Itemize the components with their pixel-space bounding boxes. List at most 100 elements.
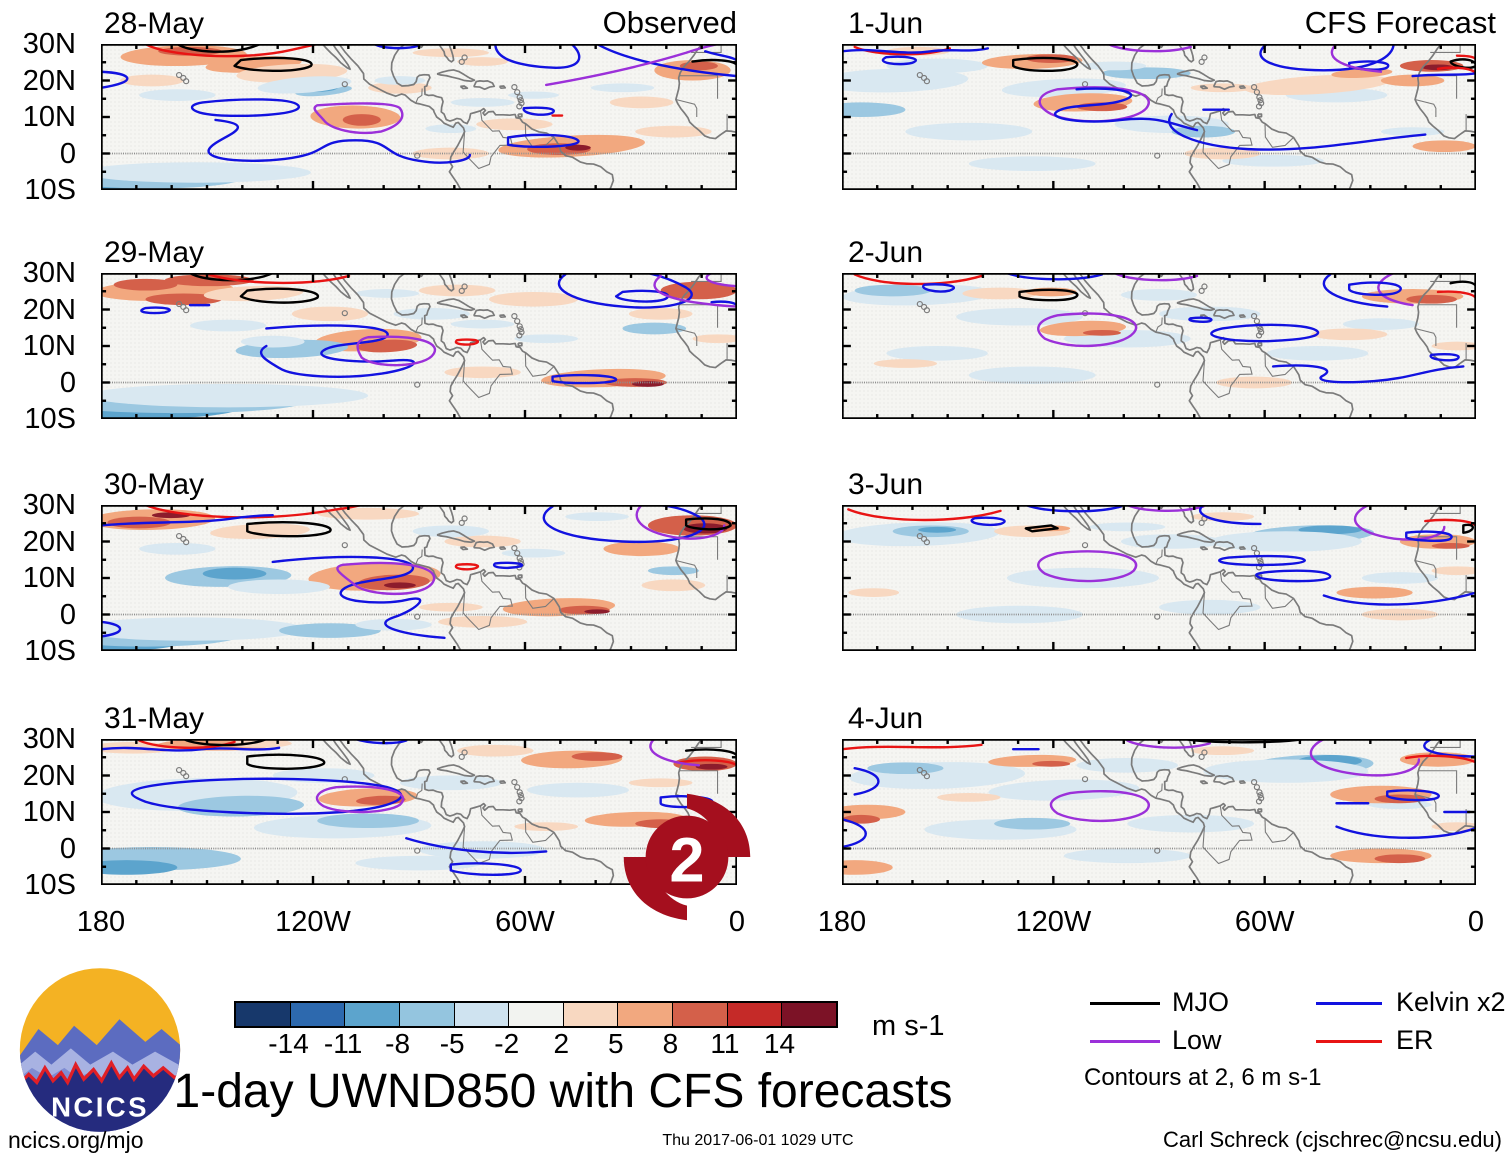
island-dot: [459, 754, 464, 759]
coastline: [323, 273, 351, 298]
kelvin-contour: [1387, 790, 1439, 800]
coastline: [1177, 531, 1214, 542]
country-border: [1265, 585, 1294, 609]
coastline: [1177, 70, 1214, 81]
coastline: [474, 542, 494, 550]
anomaly-shading: [1063, 848, 1191, 864]
coastline: [460, 315, 467, 318]
map-4-Jun: [842, 739, 1476, 885]
colorbar-cell: [617, 1003, 673, 1026]
kelvin-contour: [495, 44, 579, 68]
anomaly-shading: [240, 335, 305, 348]
anomaly-shading: [291, 306, 369, 322]
y-tick-label: 10N: [22, 796, 76, 828]
y-tick-label: 20N: [22, 525, 76, 558]
map-3-Jun: [842, 505, 1476, 651]
island-dot: [922, 536, 927, 541]
island-dot: [512, 85, 517, 90]
kelvin-contour: [508, 135, 579, 147]
country-border: [1156, 89, 1162, 104]
y-tick-label: 0: [59, 832, 76, 865]
country-border: [1203, 572, 1252, 630]
country-border: [525, 353, 554, 377]
coastline: [460, 547, 467, 550]
kelvin-contour: [1413, 73, 1476, 76]
coastline: [1415, 44, 1476, 139]
anomaly-shading: [1431, 566, 1476, 576]
y-tick-label: 30N: [22, 257, 76, 289]
island-dot: [184, 308, 189, 313]
anomaly-shading: [1431, 341, 1476, 351]
anomaly-shading: [145, 293, 222, 306]
coastline: [1214, 310, 1234, 318]
anomaly-shading: [695, 763, 728, 770]
island-dot: [924, 308, 929, 313]
anomaly-shading: [988, 779, 1140, 801]
kelvin-contour: [842, 48, 988, 52]
island-dot: [1199, 59, 1204, 64]
island-dot: [459, 288, 464, 293]
island-dot: [518, 793, 523, 798]
kelvin-contour: [1260, 44, 1393, 70]
country-border: [679, 76, 717, 99]
anomaly-shading: [905, 122, 1033, 141]
panel-date-31-May: 31-May: [104, 702, 205, 735]
coastline: [1214, 542, 1234, 550]
anomaly-shading: [1120, 534, 1223, 549]
anomaly-shading: [968, 366, 1096, 384]
coastline: [437, 765, 474, 776]
anomaly-shading: [968, 156, 1096, 172]
ncics-logo: NCICS: [19, 968, 181, 1132]
island-dot: [177, 768, 182, 773]
low-contour: [546, 44, 718, 85]
anomaly-shading: [1380, 74, 1445, 87]
anomaly-shading: [1311, 328, 1388, 341]
anomaly-shading: [842, 814, 881, 824]
anomaly-shading: [450, 98, 515, 107]
kelvin-contour: [1431, 354, 1459, 360]
country-border: [416, 550, 422, 565]
island-dot: [917, 768, 922, 773]
island-dot: [1082, 543, 1087, 548]
colorbar-cell: [781, 1003, 837, 1026]
anomaly-shading: [679, 61, 718, 71]
anomaly-shading: [632, 381, 664, 387]
anomaly-shading: [1342, 318, 1419, 330]
anomaly-shading: [419, 284, 496, 297]
legend-line-kelvin-x2: [1316, 1002, 1382, 1005]
coastline: [1063, 505, 1091, 530]
mjo-contour: [1013, 58, 1077, 71]
kelvin-contour: [1273, 366, 1463, 383]
anomaly-shading: [848, 588, 900, 597]
mjo-contour: [247, 755, 324, 769]
island-dot: [517, 324, 522, 329]
country-border: [679, 771, 717, 794]
anomaly-shading: [450, 319, 515, 329]
island-dot: [1202, 750, 1207, 755]
island-dot: [462, 516, 467, 521]
colorbar-value: -14: [268, 1028, 309, 1059]
coastline: [1177, 765, 1214, 776]
coastline: [1258, 343, 1262, 346]
legend-note: Contours at 2, 6 m s-1: [1084, 1064, 1322, 1091]
y-tick-label: 10N: [22, 330, 76, 362]
island-dot: [1252, 314, 1257, 319]
island-dot: [517, 104, 522, 109]
coastline: [1175, 505, 1193, 523]
coastline: [339, 273, 464, 419]
anomaly-shading: [210, 523, 310, 539]
island-dot: [517, 333, 522, 338]
colorbar-value: -11: [323, 1028, 363, 1059]
anomaly-shading: [228, 579, 330, 595]
anomaly-shading: [355, 289, 419, 298]
er-contour: [1406, 756, 1476, 762]
low-contour: [358, 337, 435, 365]
island-dot: [917, 534, 922, 539]
coastline: [1132, 273, 1353, 419]
kelvin-contour: [553, 375, 617, 383]
x-tick-label: 180: [817, 906, 867, 938]
colorbar: [234, 1001, 838, 1028]
map-panel-4-Jun: [842, 739, 1476, 885]
coastline: [437, 299, 474, 310]
kelvin-contour: [1324, 593, 1476, 605]
